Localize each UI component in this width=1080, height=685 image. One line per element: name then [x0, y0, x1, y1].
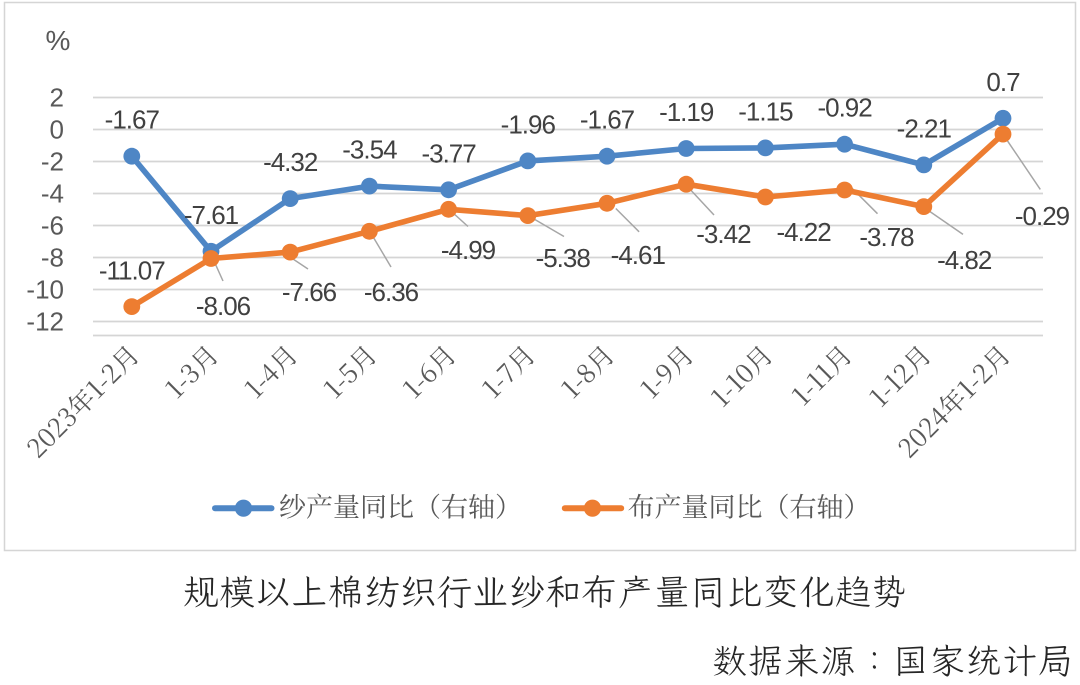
svg-text:-3.54: -3.54 — [342, 135, 397, 165]
svg-text:-1.67: -1.67 — [105, 105, 160, 135]
svg-text:-4.22: -4.22 — [776, 217, 831, 247]
svg-text:-8.06: -8.06 — [196, 291, 251, 321]
svg-text:%: % — [46, 25, 71, 56]
svg-text:-1.67: -1.67 — [580, 105, 635, 135]
svg-text:-2: -2 — [41, 147, 64, 177]
svg-text:-3.77: -3.77 — [421, 138, 476, 168]
svg-text:-1.15: -1.15 — [738, 96, 793, 126]
svg-text:-3.42: -3.42 — [696, 219, 751, 249]
svg-text:-4.82: -4.82 — [937, 245, 992, 275]
svg-text:-4.32: -4.32 — [263, 147, 318, 177]
svg-text:-5.38: -5.38 — [536, 243, 591, 273]
svg-text:-1.19: -1.19 — [659, 97, 714, 127]
svg-text:-1.96: -1.96 — [501, 109, 556, 139]
svg-text:-6.36: -6.36 — [364, 277, 419, 307]
svg-text:-4.99: -4.99 — [441, 235, 496, 265]
svg-text:-10: -10 — [26, 275, 64, 305]
svg-text:-7.66: -7.66 — [282, 277, 337, 307]
svg-text:-4.61: -4.61 — [611, 240, 666, 270]
svg-text:-3.78: -3.78 — [859, 222, 914, 252]
svg-text:-7.61: -7.61 — [184, 200, 239, 230]
svg-text:-0.92: -0.92 — [817, 93, 872, 123]
svg-text:0.7: 0.7 — [986, 67, 1020, 97]
svg-text:-8: -8 — [41, 243, 64, 273]
svg-text:-11.07: -11.07 — [99, 256, 165, 286]
svg-text:2: 2 — [50, 83, 64, 113]
svg-text:-2.21: -2.21 — [897, 113, 952, 143]
svg-text:-4: -4 — [41, 179, 64, 209]
svg-text:0: 0 — [50, 115, 64, 145]
svg-text:-6: -6 — [41, 211, 64, 241]
svg-text:-12: -12 — [26, 307, 64, 337]
svg-text:-0.29: -0.29 — [1015, 201, 1070, 231]
